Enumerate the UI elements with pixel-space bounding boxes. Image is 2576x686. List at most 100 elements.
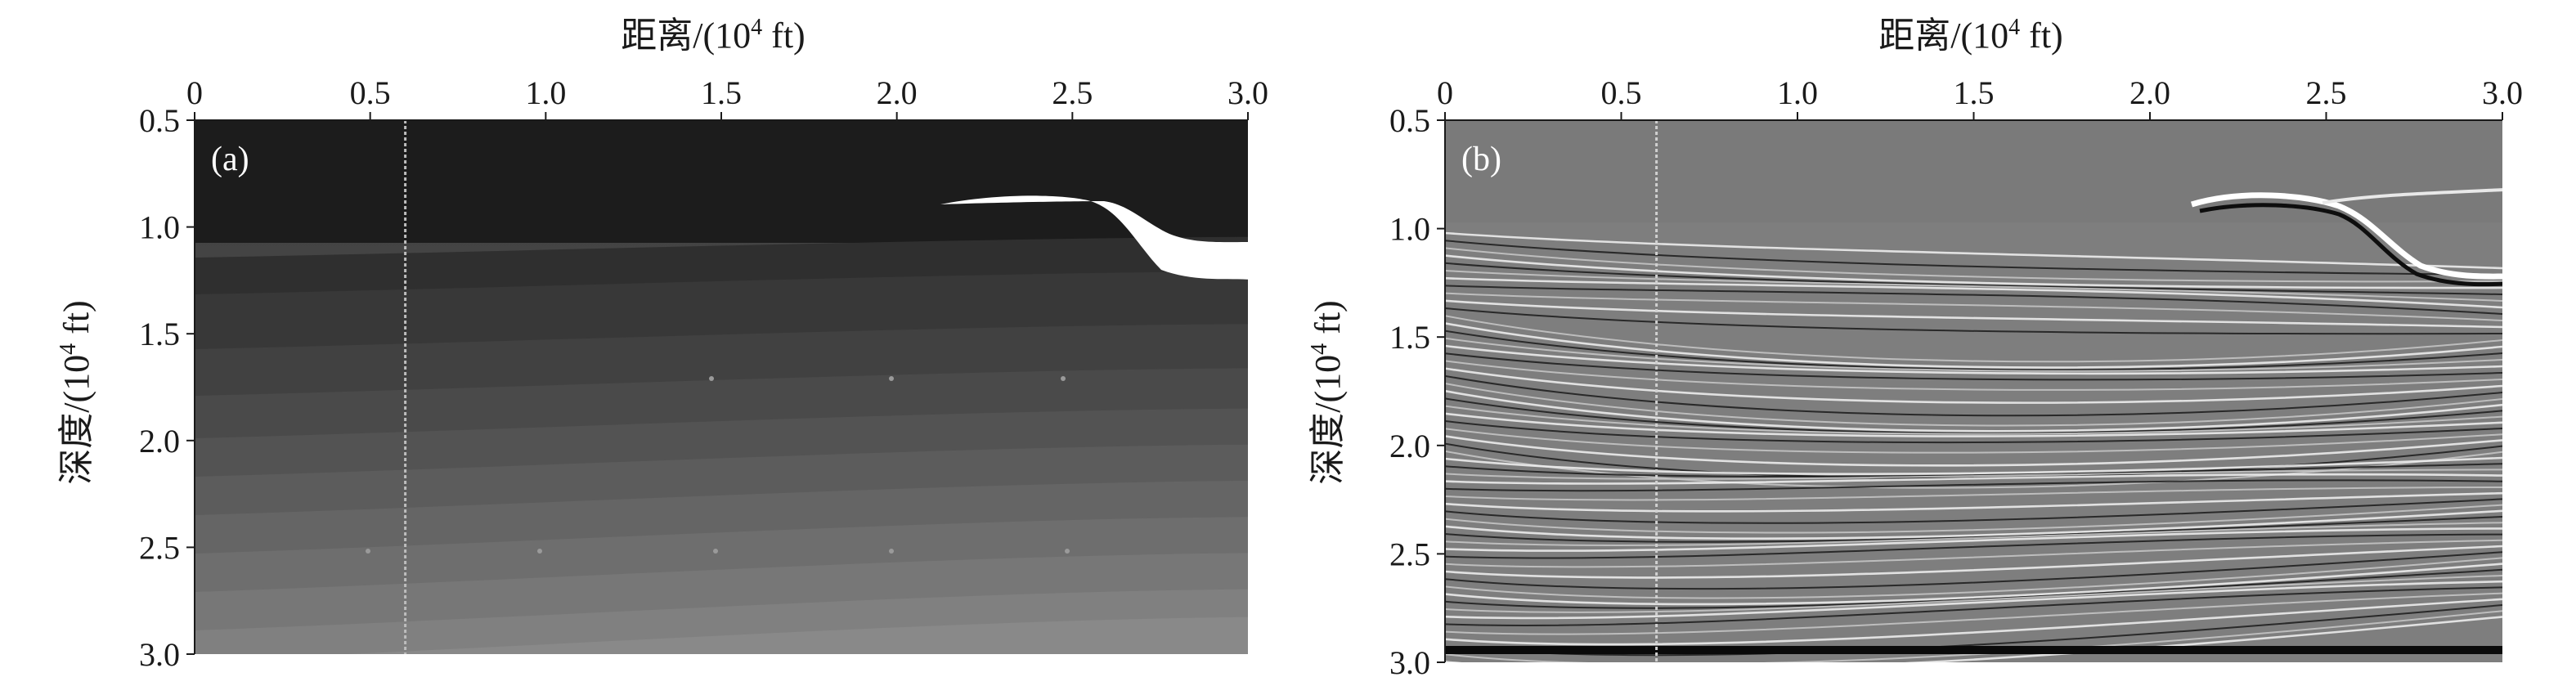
point-marker <box>1061 376 1066 381</box>
reflector <box>1445 367 2502 404</box>
point-marker <box>537 549 542 554</box>
panel-b-salt-top <box>2190 192 2502 280</box>
panel-a-point-markers <box>366 376 1070 554</box>
reflector <box>1445 586 2502 626</box>
reflector <box>1445 479 2502 492</box>
reflector <box>1445 504 2502 534</box>
y-tick-label: 1.5 <box>1389 319 1430 356</box>
panel-a-layer-bands <box>195 236 1248 654</box>
reflector <box>1445 473 2502 485</box>
reflector <box>1445 575 2502 613</box>
reflector <box>1445 527 2502 552</box>
reflector <box>1445 383 2502 427</box>
x-tick-label: 1.0 <box>525 74 566 111</box>
y-tick-label: 2.5 <box>139 529 180 566</box>
reflector <box>1445 509 2502 540</box>
reflector <box>1445 545 2502 579</box>
y-tick-label: 2.0 <box>139 423 180 460</box>
reflector <box>1445 299 2502 329</box>
panel-b-salt-edge <box>2322 188 2502 204</box>
reflector <box>1445 539 2502 568</box>
y-tick-label: 3.0 <box>139 636 180 673</box>
y-tick-label: 1.5 <box>139 316 180 352</box>
velocity-layer <box>195 617 1248 654</box>
reflector <box>1445 307 2502 335</box>
reflector <box>1445 420 2502 444</box>
x-tick-label: 3.0 <box>1227 74 1268 111</box>
reflector <box>1445 262 2502 295</box>
y-tick-label: 0.5 <box>1389 102 1430 139</box>
x-tick-label: 0.5 <box>350 74 391 111</box>
point-marker <box>366 549 370 554</box>
reflector <box>1445 491 2502 513</box>
water-column <box>1445 120 2502 222</box>
panel-b: 0 0.5 1.0 1.5 2.0 2.5 3.0 0.51.01.52.02.53.0 (… <box>1307 15 2523 681</box>
reflector <box>1445 580 2502 620</box>
point-marker <box>713 549 718 554</box>
reflector <box>1445 563 2502 606</box>
x-tick-label: 0 <box>1437 74 1453 111</box>
x-tick-label: 2.0 <box>877 74 918 111</box>
y-tick-label: 1.0 <box>139 209 180 246</box>
reflector <box>1445 616 2502 662</box>
reflector <box>1445 240 2502 276</box>
panel-a-salt-body <box>940 195 1248 280</box>
reflector <box>1445 270 2502 302</box>
reflector <box>1445 592 2502 635</box>
reflector <box>1445 292 2502 321</box>
reflector <box>1445 557 2502 599</box>
reflector <box>1445 231 2502 270</box>
x-tick-label: 2.5 <box>2306 74 2347 111</box>
x-tick-label: 1.5 <box>701 74 742 111</box>
reflector <box>1445 337 2502 372</box>
reflector <box>1445 315 2502 363</box>
reflector <box>1445 412 2502 437</box>
panel-a-y-ticks: 0.5 1.0 1.5 2.0 2.5 3.0 <box>139 102 195 673</box>
reflector <box>1445 435 2502 467</box>
reflector <box>1445 498 2502 524</box>
reflector <box>1445 533 2502 559</box>
panel-b-tag: (b) <box>1461 141 1501 178</box>
panel-a-plot-area <box>195 120 1248 654</box>
point-marker <box>1065 549 1070 554</box>
reflector <box>1445 276 2502 309</box>
reflector <box>1445 610 2502 662</box>
reflector <box>1445 254 2502 289</box>
y-tick-label: 2.5 <box>1389 536 1430 572</box>
reflector <box>1445 551 2502 590</box>
reflector <box>1445 456 2502 476</box>
point-marker <box>709 376 714 381</box>
reflector <box>1445 442 2502 479</box>
reflector <box>1445 405 2502 435</box>
point-marker <box>889 376 894 381</box>
reflector <box>1445 397 2502 434</box>
panel-a-tag: (a) <box>211 141 249 178</box>
panel-a-y-axis-title: 深度/(104 ft) <box>56 300 96 484</box>
panel-b-bottom-dark-reflector <box>1445 646 2502 654</box>
panel-a-x-ticks: 0 0.5 1.0 1.5 2.0 2.5 3.0 <box>186 74 1268 120</box>
reflector <box>1445 486 2502 501</box>
x-tick-label: 2.5 <box>1052 74 1093 111</box>
x-tick-label: 2.0 <box>2129 74 2170 111</box>
panel-a: 0 0.5 1.0 1.5 2.0 2.5 3.0 0.51.01.52.02.53.0 (… <box>56 15 1268 673</box>
reflector <box>1445 568 2502 609</box>
panel-b-y-ticks: 0.5 1.0 1.5 2.0 2.5 3.0 <box>1389 102 1445 681</box>
reflector <box>1445 516 2502 543</box>
y-tick-label: 3.0 <box>1389 644 1430 681</box>
reflector <box>1445 247 2502 283</box>
x-tick-label: 0 <box>186 74 203 111</box>
reflector <box>1445 463 2502 478</box>
reflector <box>1445 360 2502 391</box>
panel-b-x-ticks: 0 0.5 1.0 1.5 2.0 2.5 3.0 <box>1437 74 2523 120</box>
reflector <box>1445 285 2502 315</box>
reflector <box>1445 322 2502 369</box>
reflector <box>1445 428 2502 454</box>
reflector <box>1445 469 2502 480</box>
reflector <box>1445 389 2502 433</box>
reflector <box>1445 344 2502 375</box>
x-tick-label: 0.5 <box>1601 74 1642 111</box>
point-marker <box>889 549 894 554</box>
y-tick-label: 0.5 <box>139 102 180 139</box>
reflector <box>1445 330 2502 371</box>
y-tick-label: 2.0 <box>1389 428 1430 464</box>
